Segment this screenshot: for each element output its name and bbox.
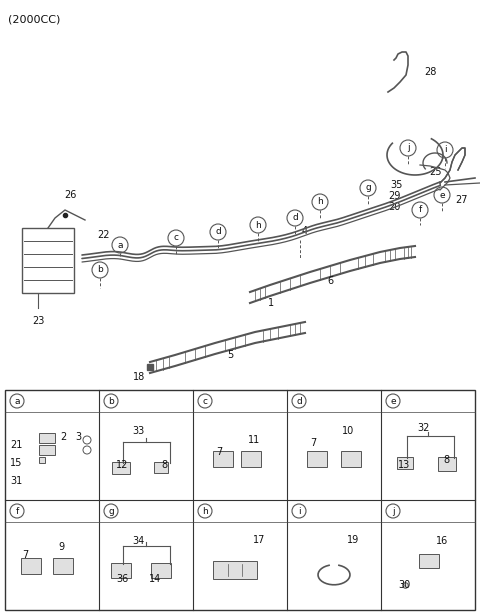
Text: 11: 11	[248, 435, 260, 445]
Text: 25: 25	[429, 167, 441, 177]
Text: 4: 4	[302, 226, 308, 236]
Text: 29: 29	[388, 191, 400, 201]
Bar	[5, 390, 475, 610]
Text: 2: 2	[60, 432, 66, 442]
Text: b: b	[97, 266, 103, 274]
Text: 33: 33	[132, 426, 144, 437]
Text: 3: 3	[75, 432, 82, 442]
Text: f: f	[419, 205, 421, 215]
FancyBboxPatch shape	[112, 462, 130, 474]
FancyBboxPatch shape	[241, 451, 261, 467]
Text: 5: 5	[227, 350, 233, 360]
Text: 32: 32	[417, 423, 430, 433]
Text: h: h	[317, 197, 323, 207]
Text: 1: 1	[268, 298, 274, 308]
Text: 7: 7	[216, 446, 222, 456]
Text: g: g	[108, 507, 114, 515]
FancyBboxPatch shape	[39, 457, 45, 463]
Text: a: a	[14, 397, 20, 405]
FancyBboxPatch shape	[53, 558, 73, 574]
FancyBboxPatch shape	[397, 457, 413, 469]
FancyBboxPatch shape	[213, 451, 233, 467]
Text: f: f	[15, 507, 19, 515]
Text: 27: 27	[455, 195, 468, 205]
Text: j: j	[407, 143, 409, 153]
FancyBboxPatch shape	[340, 451, 360, 467]
FancyBboxPatch shape	[155, 462, 168, 473]
Text: i: i	[298, 507, 300, 515]
Text: 34: 34	[132, 536, 144, 546]
Text: g: g	[365, 183, 371, 192]
Text: c: c	[173, 234, 179, 242]
FancyBboxPatch shape	[111, 563, 131, 578]
Text: h: h	[202, 507, 208, 515]
FancyBboxPatch shape	[438, 457, 456, 470]
Text: 21: 21	[10, 440, 23, 450]
Text: 14: 14	[149, 574, 162, 584]
Text: a: a	[117, 240, 123, 250]
Text: 6: 6	[327, 276, 333, 286]
Text: c: c	[203, 397, 207, 405]
Text: 10: 10	[342, 426, 354, 437]
Text: e: e	[439, 191, 445, 199]
Text: 36: 36	[116, 574, 129, 584]
Bar	[22, 228, 74, 293]
Text: 23: 23	[32, 316, 44, 326]
Text: d: d	[292, 213, 298, 223]
Text: 31: 31	[10, 475, 23, 486]
FancyBboxPatch shape	[39, 433, 55, 443]
Text: 15: 15	[10, 458, 23, 468]
FancyBboxPatch shape	[420, 555, 440, 568]
Text: 28: 28	[424, 67, 436, 77]
Text: i: i	[444, 146, 446, 154]
Text: 16: 16	[436, 536, 448, 546]
Text: d: d	[215, 228, 221, 237]
FancyBboxPatch shape	[39, 445, 55, 455]
Text: 7: 7	[23, 550, 29, 560]
Text: d: d	[296, 397, 302, 405]
Text: 8: 8	[162, 460, 168, 470]
Text: 19: 19	[347, 534, 359, 545]
Text: h: h	[255, 221, 261, 229]
Text: 30: 30	[398, 581, 410, 590]
Text: 35: 35	[390, 180, 402, 190]
Text: j: j	[392, 507, 394, 515]
Text: 9: 9	[59, 542, 64, 552]
Text: 18: 18	[133, 372, 145, 382]
FancyBboxPatch shape	[151, 563, 171, 578]
FancyBboxPatch shape	[21, 558, 41, 574]
Text: e: e	[390, 397, 396, 405]
Text: 20: 20	[388, 202, 400, 212]
Text: 17: 17	[252, 534, 265, 545]
Text: 24: 24	[32, 261, 44, 271]
Text: 12: 12	[116, 460, 129, 470]
Text: 13: 13	[398, 460, 410, 470]
FancyBboxPatch shape	[307, 451, 327, 467]
Text: 8: 8	[444, 455, 450, 466]
Text: (2000CC): (2000CC)	[8, 14, 60, 24]
Text: 7: 7	[310, 438, 316, 448]
Text: 22: 22	[97, 230, 109, 240]
Text: b: b	[108, 397, 114, 405]
Text: 26: 26	[64, 190, 76, 200]
FancyBboxPatch shape	[213, 561, 257, 579]
